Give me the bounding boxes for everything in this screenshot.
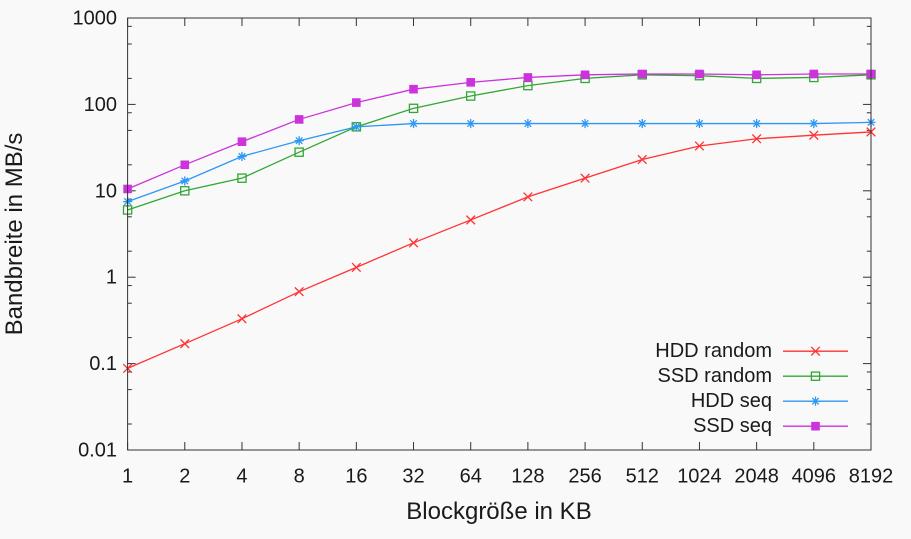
svg-text:4096: 4096	[792, 466, 837, 488]
svg-text:1024: 1024	[677, 466, 722, 488]
svg-text:256: 256	[568, 466, 601, 488]
svg-text:2048: 2048	[734, 466, 779, 488]
svg-text:16: 16	[345, 466, 367, 488]
svg-text:SSD random: SSD random	[658, 365, 773, 387]
svg-text:HDD seq: HDD seq	[691, 390, 772, 412]
svg-text:2: 2	[179, 466, 190, 488]
svg-text:0.1: 0.1	[89, 353, 117, 375]
svg-text:8192: 8192	[849, 466, 894, 488]
svg-text:SSD seq: SSD seq	[693, 415, 772, 437]
svg-text:1000: 1000	[73, 8, 118, 30]
svg-text:512: 512	[626, 466, 659, 488]
svg-text:8: 8	[294, 466, 305, 488]
svg-text:Bandbreite in MB/s: Bandbreite in MB/s	[1, 133, 28, 336]
svg-text:64: 64	[460, 466, 482, 488]
svg-text:0.01: 0.01	[78, 440, 117, 462]
svg-text:1: 1	[106, 267, 117, 289]
svg-text:HDD random: HDD random	[655, 340, 772, 362]
svg-text:4: 4	[236, 466, 247, 488]
svg-text:128: 128	[511, 466, 544, 488]
svg-text:Blockgröße in KB: Blockgröße in KB	[406, 498, 591, 525]
svg-text:1: 1	[122, 466, 133, 488]
svg-text:10: 10	[95, 180, 117, 202]
svg-text:100: 100	[84, 94, 117, 116]
svg-text:32: 32	[402, 466, 424, 488]
